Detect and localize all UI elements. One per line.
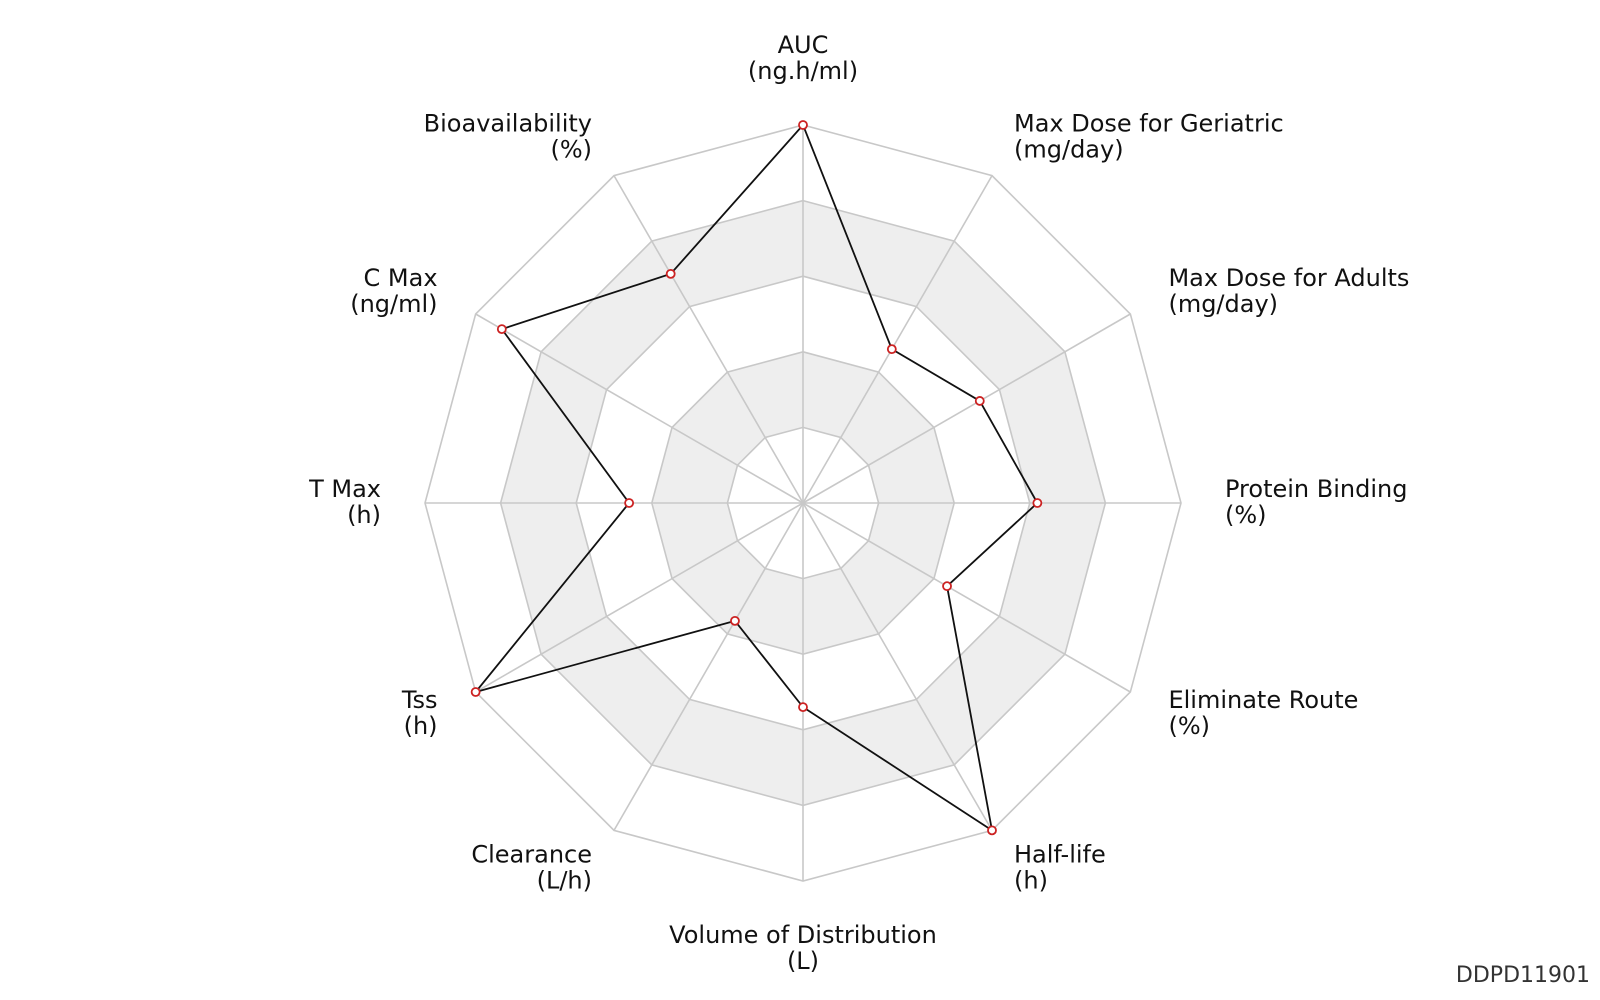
axis-unit-6: (L) bbox=[787, 947, 819, 975]
data-point-3 bbox=[1032, 498, 1043, 508]
axis-unit-2: (mg/day) bbox=[1168, 290, 1278, 318]
axis-label-9: T Max bbox=[308, 475, 381, 503]
axis-unit-9: (h) bbox=[347, 501, 381, 529]
axis-unit-7: (L/h) bbox=[537, 866, 592, 894]
grid-spoke-8 bbox=[475, 502, 804, 693]
grid-spoke-7 bbox=[613, 502, 804, 831]
data-point-8 bbox=[470, 687, 481, 697]
axis-unit-10: (ng/ml) bbox=[350, 290, 437, 318]
axis-label-11: Bioavailability bbox=[424, 110, 592, 138]
data-point-6 bbox=[798, 702, 808, 713]
axis-label-8: Tss bbox=[401, 686, 438, 714]
data-point-2 bbox=[974, 396, 985, 406]
axis-label-1: Max Dose for Geriatric bbox=[1014, 110, 1284, 138]
axis-unit-3: (%) bbox=[1225, 501, 1267, 529]
grid-spoke-11 bbox=[613, 175, 804, 504]
axis-unit-1: (mg/day) bbox=[1014, 136, 1124, 164]
axis-label-6: Volume of Distribution bbox=[669, 921, 937, 949]
axis-unit-11: (%) bbox=[550, 136, 592, 164]
grid-spoke-2 bbox=[802, 313, 1131, 504]
axis-label-7: Clearance bbox=[471, 840, 592, 868]
grid-spoke-1 bbox=[802, 175, 993, 504]
grid-spoke-5 bbox=[802, 502, 993, 831]
data-point-1 bbox=[886, 344, 897, 355]
axis-label-3: Protein Binding bbox=[1225, 475, 1407, 503]
grid-spoke-10 bbox=[475, 313, 804, 504]
axis-unit-4: (%) bbox=[1168, 712, 1210, 740]
data-point-5 bbox=[987, 825, 997, 836]
data-point-0 bbox=[798, 120, 808, 130]
chart-id-label: DDPD11901 bbox=[1455, 963, 1590, 988]
axis-label-5: Half-life bbox=[1014, 840, 1106, 868]
axis-label-0: AUC bbox=[778, 31, 829, 59]
data-point-4 bbox=[942, 581, 952, 592]
axis-label-2: Max Dose for Adults bbox=[1168, 264, 1409, 292]
axis-unit-5: (h) bbox=[1014, 866, 1048, 894]
data-point-11 bbox=[665, 268, 676, 279]
data-point-9 bbox=[624, 498, 635, 508]
data-point-10 bbox=[496, 324, 507, 335]
axis-label-10: C Max bbox=[364, 264, 438, 292]
axis-label-4: Eliminate Route bbox=[1168, 686, 1358, 714]
grid-spoke-4 bbox=[802, 502, 1131, 693]
axis-unit-0: (ng.h/ml) bbox=[748, 57, 858, 85]
data-point-7 bbox=[730, 615, 740, 626]
axis-unit-8: (h) bbox=[404, 712, 438, 740]
